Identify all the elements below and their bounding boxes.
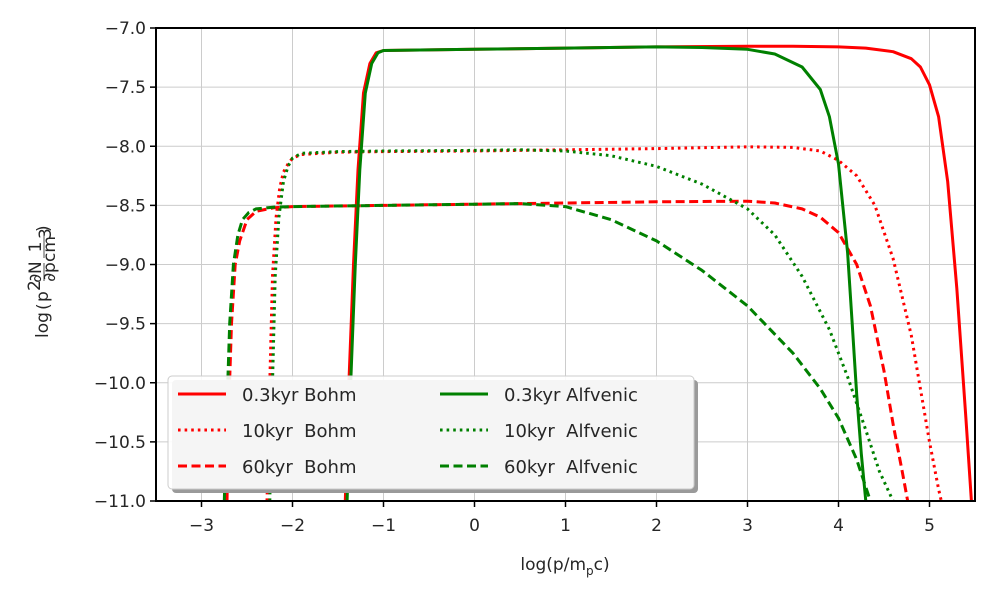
legend-label: 0.3kyr Alfvenic [504,385,638,406]
y-tick-label: −9.0 [105,256,146,276]
y-axis-label: log ( p 2 ∂N ∂p 1 cm 3 ) [25,225,60,338]
legend: 0.3kyr Bohm 10kyr Bohm 60kyr Bohm 0.3kyr Al… [167,375,698,493]
legend-label: 10kyr Alfvenic [504,421,638,442]
y-tick-label: −9.5 [105,315,146,335]
y-label-frac2-num: 1 [26,242,46,253]
x-axis-label: log(p/mpc) [520,555,609,578]
y-label-frac1-num: ∂N [26,261,46,283]
series-line-4 [345,45,868,501]
y-label-frac1-den: ∂p [40,262,60,282]
y-tick-label: −10.0 [94,374,146,394]
series-line-1 [343,44,973,501]
x-tick-label: −3 [189,516,214,536]
legend-label: 60kyr Bohm [242,457,357,478]
x-tick-label: −1 [371,516,396,536]
x-axis-ticks: −3 −2 −1 0 1 2 3 4 5 [189,501,935,536]
x-tick-label: 1 [560,516,571,536]
series-lines [222,44,973,501]
y-label-paren-close: ) [34,225,54,232]
y-tick-label: −11.0 [94,492,146,512]
series-line-2 [265,145,943,501]
x-tick-label: 3 [742,516,753,536]
legend-label: 10kyr Bohm [242,421,357,442]
y-tick-label: −8.0 [105,137,146,157]
x-tick-label: 5 [924,516,935,536]
series-line-6 [222,202,872,501]
x-tick-label: 0 [469,516,480,536]
y-label-frac2-den: cm [40,236,60,262]
y-tick-label: −8.5 [105,196,146,216]
y-label-frac2-den-exp: 3 [36,228,56,239]
legend-label: 60kyr Alfvenic [504,457,638,478]
series-line-3 [225,199,910,501]
x-tick-label: −2 [280,516,305,536]
y-tick-label: −7.5 [105,78,146,98]
y-label-prefix: log [33,312,53,338]
x-axis-label-base: log(p/m [520,555,586,575]
y-axis-ticks: −7.0 −7.5 −8.0 −8.5 −9.0 −9.5 −10.0 −10.5 −11.0 [94,19,156,512]
y-tick-label: −10.5 [94,433,146,453]
x-tick-label: 4 [833,516,844,536]
y-tick-label: −7.0 [105,19,146,39]
y-label-paren-open: ( [34,303,54,310]
y-label-exp: 2 [25,280,45,291]
x-tick-label: 2 [651,516,662,536]
legend-box [167,375,695,490]
legend-label: 0.3kyr Bohm [242,385,357,406]
x-axis-label-tail: c) [594,555,610,575]
x-axis-label-sub: p [586,564,594,578]
y-label-p: p [33,291,53,302]
